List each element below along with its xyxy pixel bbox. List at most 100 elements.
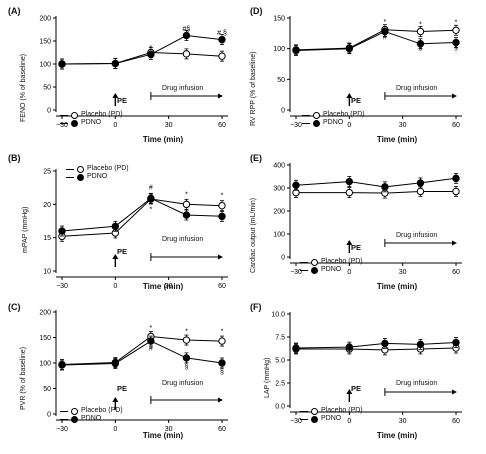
legend-label: Placebo (PD) xyxy=(81,111,123,118)
data-point-pdno xyxy=(345,343,354,351)
y-tick-label: 100 xyxy=(39,361,51,368)
y-tick-label: 50 xyxy=(43,85,51,92)
drug-arrowhead-icon xyxy=(452,93,457,99)
chart-panel-F: (F) 0.0 2.5 5.0 7.5 10.0 −30 0 30 60 Placebo (PD… xyxy=(246,300,484,446)
pe-arrowhead-icon xyxy=(112,93,119,98)
legend: Placebo (PD) PDNO xyxy=(66,165,129,181)
legend-item-pdno: PDNO xyxy=(300,415,363,423)
drug-arrowhead-icon xyxy=(218,93,223,99)
legend-label: PDNO xyxy=(323,119,344,126)
x-tick-label: −30 xyxy=(290,122,302,129)
legend-label: Placebo (PD) xyxy=(321,407,363,414)
series-line-placebo xyxy=(295,29,457,51)
y-axis-title: PVR (% of baseline) xyxy=(20,346,27,410)
legend-label: Placebo (PD) xyxy=(87,165,129,172)
significance-marker: # § xyxy=(217,30,227,37)
legend-item-pdno: PDNO xyxy=(66,173,129,181)
data-point-placebo xyxy=(416,187,425,196)
data-point-pdno xyxy=(381,339,389,348)
panel-label: (E) xyxy=(250,153,262,163)
significance-marker: * xyxy=(150,45,153,52)
y-axis-title: mPAP (mmHg) xyxy=(22,206,29,253)
series-line-pdno xyxy=(61,197,223,232)
open-circle-icon xyxy=(313,111,320,119)
y-tick-label: 150 xyxy=(273,16,285,23)
chart-panel-E: (E) 0 100 200 300 400 −30 0 30 60 Placebo (PD) P… xyxy=(246,151,484,297)
open-circle-icon xyxy=(311,258,318,266)
y-tick-label: 200 xyxy=(39,310,51,317)
x-tick-label: 60 xyxy=(218,122,226,129)
x-tick-label: 0 xyxy=(347,418,351,425)
y-tick-label: 0 xyxy=(281,108,285,115)
y-tick-label: 200 xyxy=(273,209,285,216)
x-tick-label: 60 xyxy=(452,122,460,129)
x-tick-label: 60 xyxy=(218,283,226,290)
significance-marker: * xyxy=(150,325,153,332)
data-point-placebo xyxy=(182,50,191,58)
filled-circle-icon xyxy=(311,415,318,423)
series-line-placebo xyxy=(296,191,456,194)
significance-marker: * xyxy=(419,22,422,29)
data-point-pdno xyxy=(218,35,226,44)
drug-infusion-label: Drug infusion xyxy=(162,85,204,92)
chart-svg: 0 100 200 300 400 −30 0 30 60 xyxy=(273,163,462,276)
y-axis-title: LAP (mmHg) xyxy=(264,357,271,398)
data-point-placebo xyxy=(452,187,460,196)
y-tick-label: 0 xyxy=(47,108,51,115)
x-tick-label: 0 xyxy=(113,122,117,129)
x-tick-label: 30 xyxy=(165,122,173,129)
significance-marker: * xyxy=(384,19,387,26)
x-tick-label: 30 xyxy=(399,269,407,276)
open-circle-icon xyxy=(77,165,84,173)
data-point-placebo xyxy=(345,188,354,197)
data-point-pdno xyxy=(452,38,460,47)
x-tick-label: 30 xyxy=(165,283,173,290)
data-point-pdno xyxy=(381,27,389,36)
chart-svg: 0 50 100 150 200 −30 0 30 60 * # * § * § xyxy=(39,310,228,433)
data-point-pdno xyxy=(452,174,460,183)
data-point-placebo xyxy=(452,26,460,34)
chart-svg: 0 50 100 150 200 −30 0 30 60 *# #§ # § xyxy=(39,16,228,129)
legend-item-pdno: PDNO xyxy=(60,415,123,423)
data-point-pdno xyxy=(416,179,425,187)
significance-marker: # xyxy=(383,34,387,41)
y-tick-label: 25 xyxy=(43,169,51,176)
data-point-pdno xyxy=(416,340,425,349)
x-tick-label: 30 xyxy=(399,122,407,129)
pe-label: PE xyxy=(350,243,361,252)
x-tick-label: 30 xyxy=(165,426,173,433)
panel-label: (D) xyxy=(250,6,263,16)
data-point-pdno xyxy=(182,354,191,362)
chart-svg: 0 50 100 150 −30 0 30 60 * # * § * § xyxy=(273,16,462,129)
chart-panel-A: (A) 0 50 100 150 200 −30 0 30 60 * # #§ # § Placebo … xyxy=(4,4,242,150)
y-tick-label: 20 xyxy=(43,202,51,209)
data-point-pdno xyxy=(345,44,354,53)
data-point-pdno xyxy=(58,60,66,68)
legend-item-placebo: Placebo (PD) xyxy=(60,111,123,119)
panel-label: (F) xyxy=(250,302,262,312)
legend-label: PDNO xyxy=(81,119,102,126)
y-tick-label: 400 xyxy=(273,163,285,170)
pe-label: PE xyxy=(116,96,127,105)
x-tick-label: −30 xyxy=(56,283,68,290)
data-point-placebo xyxy=(218,52,226,60)
legend-item-placebo: Placebo (PD) xyxy=(66,165,129,173)
pe-label: PE xyxy=(116,384,127,393)
series-line-placebo xyxy=(61,335,223,365)
significance-marker: * xyxy=(455,20,458,27)
legend: Placebo (PD) PDNO xyxy=(302,111,365,127)
significance-marker: * xyxy=(185,328,188,335)
legend-item-pdno: PDNO xyxy=(302,119,365,127)
drug-arrowhead-icon xyxy=(218,397,223,403)
significance-marker: * xyxy=(150,207,153,214)
data-point-pdno xyxy=(182,211,191,219)
y-tick-label: 0 xyxy=(281,255,285,262)
legend-label: PDNO xyxy=(321,266,342,273)
y-tick-label: 50 xyxy=(43,386,51,393)
data-point-pdno xyxy=(416,40,425,48)
legend: Placebo (PD) PDNO xyxy=(60,407,123,423)
drug-infusion-label: Drug infusion xyxy=(396,232,438,239)
significance-marker: § xyxy=(220,369,224,376)
x-tick-label: −30 xyxy=(56,426,68,433)
legend-item-pdno: PDNO xyxy=(60,119,123,127)
